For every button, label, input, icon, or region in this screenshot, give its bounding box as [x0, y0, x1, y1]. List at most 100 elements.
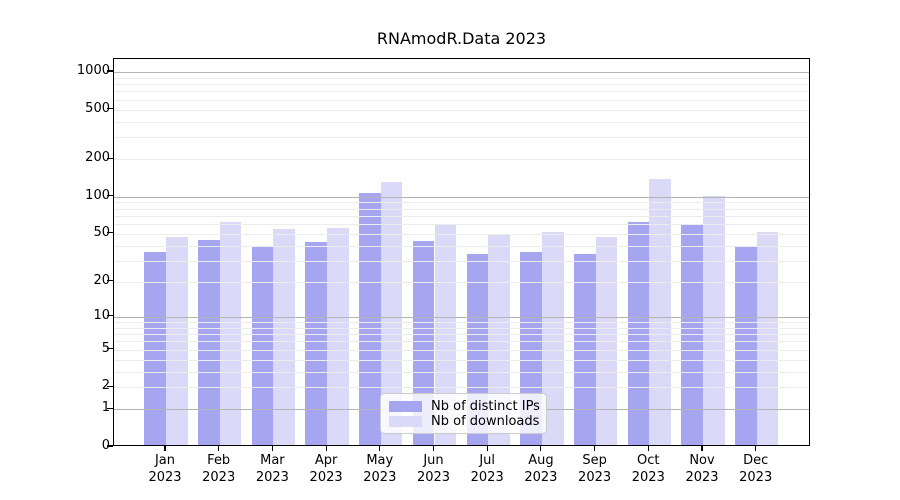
bar-downloads [595, 237, 618, 445]
minor-gridline [114, 91, 809, 93]
x-tick-mark [486, 446, 488, 451]
y-tick-label: 2 [101, 378, 110, 394]
minor-gridline [114, 245, 809, 247]
x-tick-mark [647, 446, 649, 451]
bar-downloads [756, 231, 779, 445]
x-tick-mark [379, 446, 381, 451]
x-tick-month: Oct [637, 453, 660, 468]
x-tick-mark [755, 446, 757, 451]
major-gridline [114, 196, 809, 198]
bar-downloads [166, 237, 188, 445]
bar-downloads [541, 231, 564, 445]
minor-gridline [114, 233, 809, 235]
x-tick-label: Apr 2023 [296, 452, 356, 486]
minor-gridline [114, 387, 809, 389]
y-tick-mark [107, 232, 113, 234]
x-tick-mark [218, 446, 220, 451]
minor-gridline [114, 202, 809, 204]
y-tick-label: 1000 [76, 63, 110, 78]
minor-gridline [114, 359, 809, 361]
legend-label-downloads: Nb of downloads [431, 414, 540, 429]
x-tick-mark [164, 446, 166, 451]
y-tick-mark [107, 157, 113, 159]
bar-downloads [649, 179, 671, 445]
legend-swatch-downloads-icon [389, 416, 422, 427]
x-tick-year: 2023 [470, 470, 504, 485]
bar-ips [251, 246, 274, 445]
x-tick-month: Apr [314, 453, 338, 468]
y-tick-mark [107, 108, 113, 110]
minor-gridline [114, 322, 809, 323]
minor-gridline [114, 327, 809, 329]
bar-downloads [488, 234, 510, 445]
bar-ips [735, 246, 757, 445]
x-tick-year: 2023 [739, 470, 773, 485]
y-tick-label: 50 [93, 224, 110, 240]
x-tick-year: 2023 [202, 470, 236, 485]
x-tick-mark [325, 446, 327, 451]
legend-label-distinct-ips: Nb of distinct IPs [431, 399, 540, 414]
x-tick-label: Jan 2023 [135, 452, 195, 486]
x-tick-month: Aug [528, 453, 554, 468]
minor-gridline [114, 281, 809, 283]
y-tick-mark [107, 348, 113, 350]
y-tick-label: 20 [93, 272, 110, 288]
y-tick-mark [107, 315, 113, 317]
x-tick-month: Jul [479, 453, 496, 468]
legend-swatch-distinct-ips-icon [389, 401, 422, 412]
x-tick-year: 2023 [416, 470, 451, 485]
x-tick-month: May [366, 453, 394, 468]
y-tick-label: 500 [85, 100, 110, 116]
x-tick-month: Sep [582, 453, 607, 468]
x-tick-label: Oct 2023 [618, 452, 678, 486]
x-tick-year: 2023 [578, 470, 612, 485]
bar-downloads [219, 221, 242, 445]
y-tick-label: 1 [101, 400, 110, 416]
minor-gridline [114, 341, 809, 343]
minor-gridline [114, 77, 809, 79]
x-tick-label: Sep 2023 [565, 452, 625, 486]
x-tick-year: 2023 [363, 470, 397, 485]
bar-ips [573, 253, 596, 445]
x-tick-month: Jan [154, 453, 176, 468]
chart-title: RNAmodR.Data 2023 [376, 29, 547, 48]
y-tick-label: 0 [101, 438, 110, 453]
y-tick-mark [107, 70, 113, 72]
x-tick-month: Feb [207, 453, 231, 468]
y-tick-label: 10 [93, 307, 110, 323]
x-tick-label: Feb 2023 [189, 452, 249, 486]
minor-gridline [114, 371, 809, 373]
minor-gridline [114, 334, 809, 336]
minor-gridline [114, 84, 809, 86]
y-tick-mark [107, 445, 113, 447]
minor-gridline [114, 109, 809, 111]
y-tick-label: 200 [85, 150, 110, 166]
x-tick-year: 2023 [685, 470, 719, 485]
x-tick-label: Mar 2023 [242, 452, 302, 486]
x-tick-label: May 2023 [350, 452, 410, 486]
bar-ips [627, 221, 650, 445]
y-tick-label: 5 [101, 340, 110, 356]
x-tick-mark [432, 446, 435, 451]
y-tick-mark [107, 385, 113, 387]
x-tick-month: Mar [260, 453, 285, 468]
y-tick-mark [107, 280, 113, 282]
legend: Nb of distinct IPs Nb of downloads [380, 393, 547, 434]
major-gridline [114, 316, 809, 318]
plot-area [113, 58, 810, 446]
minor-gridline [114, 159, 809, 161]
minor-gridline [114, 99, 809, 101]
bar-downloads [703, 196, 725, 445]
x-tick-label: Aug 2023 [511, 452, 571, 486]
major-gridline [114, 72, 809, 73]
minor-gridline [114, 349, 809, 351]
y-tick-mark [107, 194, 113, 197]
legend-item-distinct-ips: Nb of distinct IPs [389, 399, 540, 414]
x-tick-year: 2023 [631, 470, 665, 485]
x-tick-year: 2023 [148, 470, 182, 485]
x-tick-year: 2023 [309, 470, 343, 485]
x-tick-label: Jun 2023 [404, 452, 464, 486]
x-tick-month: Nov [689, 453, 715, 468]
x-tick-label: Jul 2023 [457, 452, 517, 486]
